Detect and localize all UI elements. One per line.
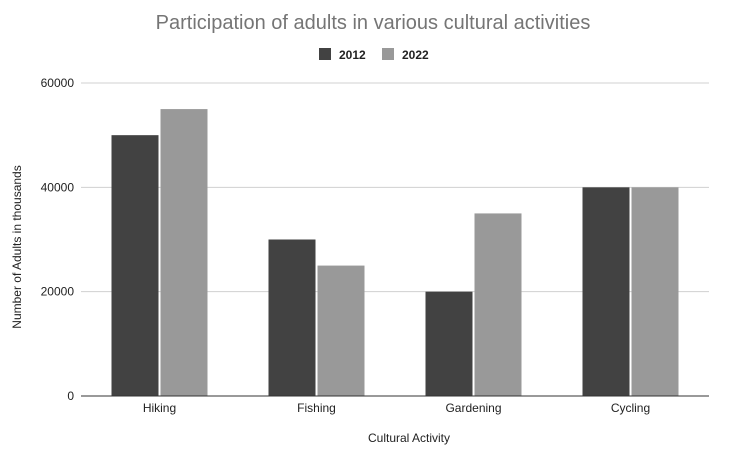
chart-title: Participation of adults in various cultu… bbox=[156, 12, 591, 34]
bar-cycling-2012 bbox=[582, 187, 630, 396]
x-tick-label: Hiking bbox=[143, 401, 176, 415]
y-tick-label: 60000 bbox=[41, 76, 75, 90]
y-axis-label: Number of Adults in thousands bbox=[10, 165, 24, 328]
bar-hiking-2012 bbox=[111, 135, 159, 396]
bar-fishing-2012 bbox=[268, 239, 316, 396]
y-tick-label: 20000 bbox=[41, 285, 75, 299]
legend-swatch-2022 bbox=[382, 48, 394, 60]
legend-label-2012: 2012 bbox=[339, 48, 366, 62]
bar-gardening-2022 bbox=[474, 213, 522, 396]
bar-gardening-2012 bbox=[425, 291, 473, 396]
bar-cycling-2022 bbox=[631, 187, 679, 396]
legend-label-2022: 2022 bbox=[402, 48, 429, 62]
x-tick-label: Cycling bbox=[611, 401, 650, 415]
x-tick-label: Fishing bbox=[297, 401, 336, 415]
bars bbox=[111, 109, 679, 396]
y-tick-label: 40000 bbox=[41, 180, 75, 194]
tick-labels: 0 20000 40000 60000 Hiking Fishing Gardening Cy… bbox=[41, 76, 651, 415]
legend: 2012 2022 bbox=[319, 48, 429, 62]
bar-hiking-2022 bbox=[160, 109, 208, 396]
x-axis-label: Cultural Activity bbox=[368, 431, 450, 445]
y-tick-label: 0 bbox=[67, 389, 74, 403]
legend-swatch-2012 bbox=[319, 48, 331, 60]
x-tick-label: Gardening bbox=[445, 401, 501, 415]
bar-fishing-2022 bbox=[317, 265, 365, 396]
